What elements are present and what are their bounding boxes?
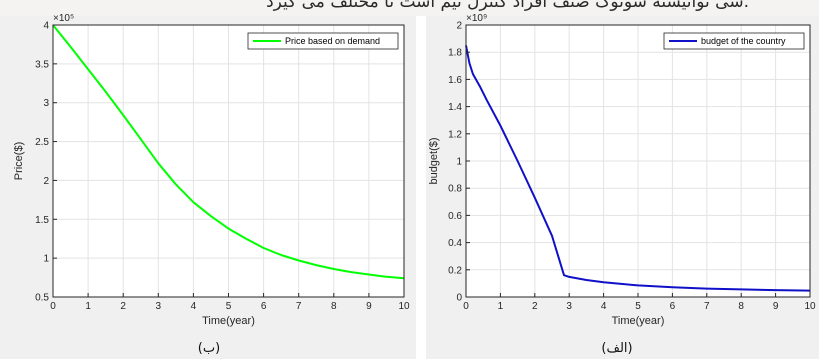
legend: Price based on demand <box>247 32 399 50</box>
y-exponent-label: ×10⁵ <box>53 13 74 24</box>
y-axis-label: budget($) <box>428 137 440 184</box>
y-tick-label: 1.5 <box>35 215 49 226</box>
legend-box <box>247 32 399 50</box>
y-tick-label: 1 <box>43 254 49 265</box>
y-tick-label: 1.2 <box>448 129 462 140</box>
header-text-strip: شی توانیسته سونوگ صنف افراد کنترل نیم اس… <box>0 0 819 16</box>
x-tick-label: 6 <box>261 301 267 312</box>
series-line <box>465 45 811 292</box>
y-tick-label: 4 <box>43 21 49 32</box>
y-tick-label: 0.4 <box>448 238 462 249</box>
y-tick-label: 0.6 <box>448 211 462 222</box>
chart-2: 0 1 2 3 4 5 6 7 8 9 10 0 0.2 0.4 0.6 0.8 1 1.2 1.4 1.6 1.8 2 ×… <box>426 13 819 359</box>
x-tick-label: 5 <box>226 301 232 312</box>
legend-label: Price based on demand <box>285 36 380 46</box>
y-tick-label: 2 <box>43 176 49 187</box>
x-tick-label: 3 <box>566 301 572 312</box>
legend-box <box>663 32 805 50</box>
x-tick-label: 1 <box>85 301 91 312</box>
y-tick-label: 0.5 <box>35 293 49 304</box>
x-tick-label: 10 <box>804 301 816 312</box>
x-axis-label: Time(year) <box>202 315 255 327</box>
y-tick-label: 1 <box>456 157 462 168</box>
legend-label: budget of the country <box>701 36 786 46</box>
y-tick-label: 3 <box>43 98 49 109</box>
x-tick-label: 0 <box>463 301 469 312</box>
y-axis-label: Price($) <box>13 142 25 181</box>
x-tick-label: 8 <box>331 301 337 312</box>
legend: budget of the country <box>663 32 805 50</box>
x-tick-label: 10 <box>398 301 410 312</box>
x-tick-label: 8 <box>738 301 744 312</box>
y-tick-label: 1.4 <box>448 102 462 113</box>
x-tick-label: 5 <box>635 301 641 312</box>
y-tick-label: 1.8 <box>448 48 462 59</box>
y-tick-label: 2.5 <box>35 137 49 148</box>
x-tick-label: 4 <box>191 301 197 312</box>
x-tick-label: 2 <box>532 301 538 312</box>
x-tick-label: 0 <box>50 301 56 312</box>
y-tick-label: 0.2 <box>448 265 462 276</box>
x-tick-label: 9 <box>773 301 779 312</box>
x-axis-label: Time(year) <box>612 315 665 327</box>
header-text: شی توانیسته سونوگ صنف افراد کنترل نیم اس… <box>266 0 749 12</box>
y-tick-label: 0 <box>456 293 462 304</box>
series-line <box>52 24 405 280</box>
y-tick-label: 1.6 <box>448 75 462 86</box>
x-tick-label: 7 <box>296 301 302 312</box>
x-tick-label: 4 <box>601 301 607 312</box>
figure-caption: (ب) <box>198 341 220 356</box>
y-tick-label: 3.5 <box>35 59 49 70</box>
x-tick-label: 3 <box>156 301 162 312</box>
chart-1: 0 1 2 3 4 5 6 7 8 9 10 0.5 1 1.5 2 2.5 3 3.5 4 ×10⁵ Time(yea… <box>0 13 416 359</box>
y-tick-label: 0.8 <box>448 184 462 195</box>
x-tick-label: 2 <box>120 301 126 312</box>
x-tick-label: 7 <box>704 301 710 312</box>
figure-caption: (الف) <box>601 341 632 356</box>
x-tick-label: 6 <box>670 301 676 312</box>
x-tick-label: 9 <box>366 301 372 312</box>
x-tick-label: 1 <box>498 301 504 312</box>
y-tick-label: 2 <box>456 21 462 32</box>
y-exponent-label: ×10⁹ <box>466 13 487 24</box>
